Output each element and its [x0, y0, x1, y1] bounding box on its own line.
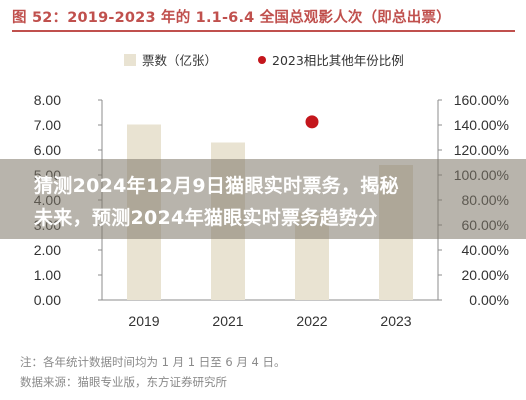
- y-left-tick-label: 2.00: [34, 242, 61, 258]
- y-left-tick-label: 7.00: [34, 117, 61, 133]
- y-right-tick-label: 160.00%: [454, 92, 509, 108]
- x-tick-label: 2022: [296, 313, 327, 329]
- overlay-banner: 猜测2024年12月9日猫眼实时票务，揭秘 未来，预测2024年猫眼实时票务趋势…: [0, 159, 526, 239]
- chart-source: 数据来源：猫眼专业版，东方证券研究所: [20, 375, 227, 389]
- legend-item-tickets: 票数（亿张）: [124, 50, 217, 69]
- legend-label-tickets: 票数（亿张）: [142, 53, 218, 68]
- title-divider: [12, 30, 515, 32]
- y-right-tick-label: 140.00%: [454, 117, 509, 133]
- legend-item-ratio: 2023相比其他年份比例: [258, 50, 404, 69]
- overlay-headline-line-1: 猜测2024年12月9日猫眼实时票务，揭秘: [34, 175, 399, 197]
- x-tick-label: 2019: [128, 313, 159, 329]
- ratio-point-2022: [305, 115, 319, 129]
- chart-footnote: 注：各年统计数据时间均为 1 月 1 日至 6 月 4 日。: [20, 355, 286, 369]
- y-right-tick-label: 20.00%: [462, 267, 509, 283]
- x-tick-label: 2023: [380, 313, 411, 329]
- y-left-tick-label: 6.00: [34, 142, 61, 158]
- legend-marker-dot: [258, 55, 266, 64]
- y-right-tick-label: 40.00%: [462, 242, 509, 258]
- y-right-tick-label: 120.00%: [454, 142, 509, 158]
- y-right-tick-label: 0.00%: [469, 292, 509, 308]
- overlay-headline-line-2: 未来，预测2024年猫眼实时票务趋势分: [34, 207, 378, 229]
- figure-title: 图 52：2019-2023 年的 1.1-6.4 全国总观影人次（即总出票）: [12, 10, 451, 26]
- chart-legend: 票数（亿张） 2023相比其他年份比例: [0, 50, 526, 70]
- y-left-tick-label: 1.00: [34, 267, 61, 283]
- x-tick-label: 2021: [212, 313, 243, 329]
- y-left-tick-label: 0.00: [34, 292, 61, 308]
- legend-swatch-bar: [124, 53, 136, 66]
- y-left-tick-label: 8.00: [34, 92, 61, 108]
- legend-label-ratio: 2023相比其他年份比例: [272, 53, 404, 68]
